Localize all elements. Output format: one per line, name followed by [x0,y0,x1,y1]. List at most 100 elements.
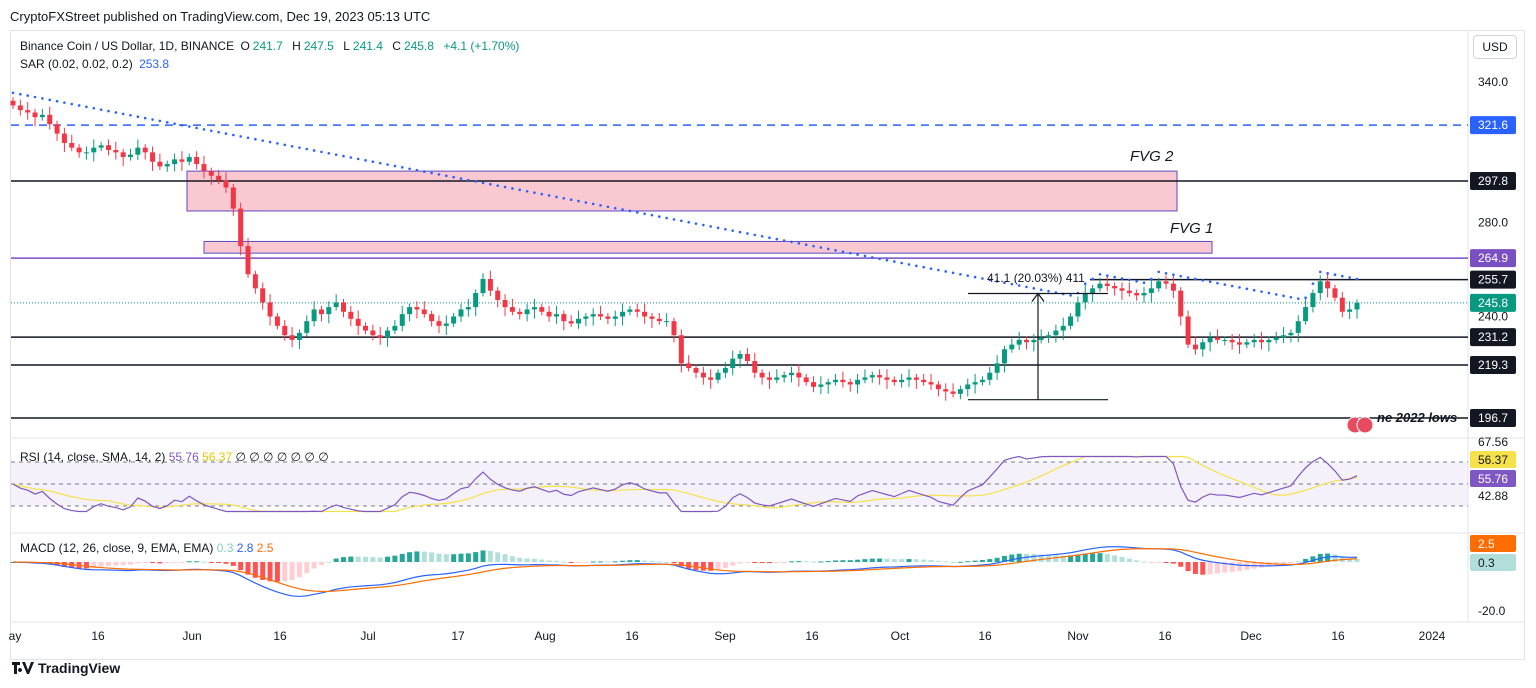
time-axis-label: Dec [1240,629,1261,643]
sar-dot [239,135,242,138]
macd-hist-bar [311,562,317,569]
macd-hist-bar [1009,554,1015,562]
sar-dot [305,147,309,151]
candle-body [429,314,435,322]
macd-hist-bar [656,561,662,563]
macd-hist-bar [1134,560,1140,562]
macd-hist-bar [546,560,552,562]
macd-hist-bar [649,561,655,563]
candle-body [47,114,53,125]
candle-body [553,314,559,317]
candle-body [201,164,207,172]
macd-hist-bar [1031,554,1037,562]
sar-dot [790,240,793,244]
fvg-1-label: FVG 1 [1170,220,1213,237]
candle-body [69,142,75,148]
rsi-tag [1470,470,1516,487]
legend-close: C 245.8 [392,39,434,53]
level-price-label: 196.7 [1478,411,1508,425]
sar-dot [33,95,37,99]
candle-body [1119,288,1125,291]
currency-button[interactable]: USD [1473,35,1517,59]
macd-hist-bar [1001,555,1007,562]
macd-hist-bar [1303,558,1309,562]
candle-body [1310,293,1316,308]
sar-dot [613,206,617,210]
candle-body [1141,293,1147,296]
candle-body [877,375,883,378]
macd-hist-bar [1325,553,1331,562]
candle-body [781,375,787,378]
macd-hist-bar [216,562,222,563]
macd-hist-bar [899,559,905,562]
sar-dot [878,257,881,261]
macd-hist-bar [414,551,420,562]
sar-dot [915,264,918,268]
macd-hist-bar [1053,555,1059,562]
macd-hist-bar [421,551,427,562]
sar-dot [863,254,867,258]
level-price-label: 264.9 [1478,251,1508,265]
sar-dot [1296,297,1300,300]
sar-dot [158,119,162,123]
rsi-ma-tag-label: 56.37 [1478,453,1508,467]
macd-hist-bar [642,560,648,562]
sar-dot [577,199,580,203]
sar-dot [834,249,837,252]
macd-hist-bar [1141,561,1147,563]
candle-body [1236,342,1242,345]
macd-hist-bar [105,562,111,566]
sar-dot [680,219,683,223]
macd-hist-bar [1038,554,1044,562]
candle-body [230,187,236,209]
sar-dot [261,139,265,142]
macd-hist-bar [524,558,530,562]
sar-dot [85,105,88,109]
rsi-tag-label: 55.76 [1478,472,1508,486]
tradingview-logo[interactable]: TradingView [12,660,120,676]
sar-dot [628,209,632,213]
candle-body [289,335,295,340]
sar-dot [555,195,558,199]
candle-body [803,377,809,383]
sar-dot [276,142,279,145]
candle-body [855,379,861,385]
sar-dot [77,104,81,107]
sar-dot [1032,287,1036,290]
sar-dot [562,196,566,200]
sar-dot [129,113,132,117]
sar-title: SAR (0.02, 0.02, 0.2) [20,57,133,71]
candle-body [524,309,530,315]
sar-dot [1194,277,1197,281]
sar-dot [232,133,235,137]
candle-body [1148,288,1154,294]
macd-hist-bar [1082,553,1088,562]
rsi-legend-value: 55.76 [168,450,199,464]
macd-hist-legend-value: 0.3 [216,541,234,555]
macd-hist-bar [1281,562,1287,565]
sar-dot [209,129,213,133]
macd-hist-bar [1170,562,1176,564]
sar-dot [180,123,184,127]
candle-body [458,309,464,317]
candle-body [76,147,82,153]
candle-body [1068,316,1074,326]
candle-body [1332,288,1338,298]
candle-body [568,321,574,324]
sar-dot [966,274,970,277]
sar-dot [1289,295,1293,299]
sar-dot [584,201,588,204]
candle-body [451,316,457,324]
macd-hist-bar [318,562,324,566]
candle-body [1288,332,1294,336]
signal-legend-value: 2.5 [256,541,274,555]
candle-body [788,372,794,376]
rsi-line [12,455,1358,513]
sar-dot [1120,277,1124,280]
published-caption: CryptoFXStreet published on TradingView.… [10,9,431,24]
sar-dot [738,230,742,234]
macd-hist-bar [135,562,141,564]
candle-body [318,309,324,315]
